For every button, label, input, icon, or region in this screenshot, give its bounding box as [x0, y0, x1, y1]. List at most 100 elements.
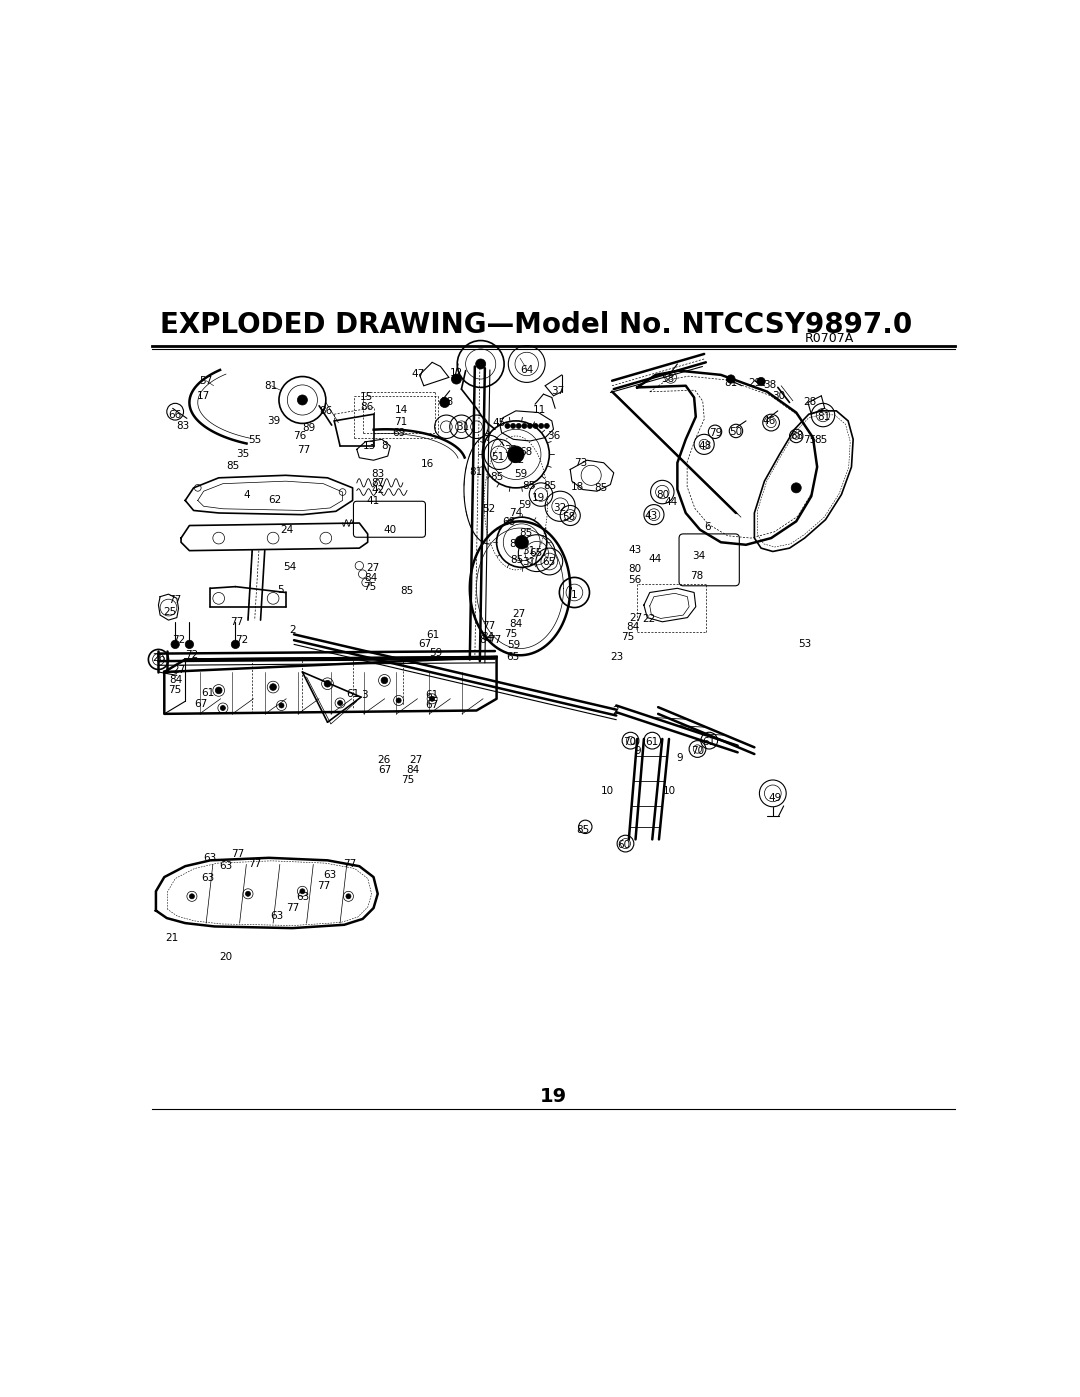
Text: 67: 67 [378, 766, 391, 775]
Text: 59: 59 [429, 648, 442, 658]
Text: 19: 19 [531, 493, 545, 503]
Text: 84: 84 [626, 622, 639, 631]
Text: 31: 31 [523, 546, 536, 556]
Text: 7: 7 [484, 433, 490, 443]
Text: 49: 49 [769, 792, 782, 802]
Text: 72: 72 [172, 636, 185, 645]
Text: 20: 20 [219, 951, 233, 961]
Text: 26: 26 [377, 754, 390, 766]
Text: 77: 77 [297, 446, 311, 455]
Text: 84: 84 [481, 631, 494, 641]
Text: 67: 67 [418, 640, 431, 650]
Text: 14: 14 [394, 405, 408, 415]
Circle shape [396, 698, 401, 703]
Text: 23: 23 [610, 652, 624, 662]
Text: 89: 89 [302, 423, 315, 433]
Circle shape [505, 423, 510, 429]
Text: 27: 27 [408, 754, 422, 766]
Text: 2: 2 [289, 624, 296, 636]
Text: 43: 43 [629, 545, 642, 555]
Text: 85: 85 [519, 528, 532, 538]
Text: 72: 72 [186, 650, 199, 661]
Text: 61: 61 [645, 738, 658, 747]
Text: 60: 60 [618, 840, 631, 851]
Text: 27: 27 [366, 563, 379, 573]
Text: 9: 9 [635, 746, 642, 756]
Text: 85: 85 [227, 461, 240, 471]
Circle shape [515, 535, 528, 549]
Text: 70: 70 [691, 746, 704, 756]
Text: 68: 68 [502, 517, 516, 527]
Text: 18: 18 [571, 482, 584, 492]
Text: 82: 82 [509, 539, 523, 549]
Text: 85: 85 [595, 483, 608, 493]
Text: 31: 31 [457, 422, 470, 432]
Text: 63: 63 [201, 873, 215, 883]
Text: 40: 40 [383, 525, 396, 535]
Text: 70: 70 [623, 738, 636, 747]
Text: 15: 15 [361, 391, 374, 401]
Text: 85: 85 [510, 555, 524, 564]
Text: 77: 77 [231, 849, 244, 859]
Text: 24: 24 [281, 525, 294, 535]
Text: 50: 50 [729, 427, 743, 437]
Text: 39: 39 [268, 416, 281, 426]
Circle shape [245, 891, 251, 897]
Text: 65: 65 [505, 652, 519, 662]
Text: 63: 63 [323, 869, 337, 880]
Text: 85: 85 [522, 481, 535, 492]
Text: 80: 80 [657, 489, 670, 500]
Text: 38: 38 [440, 397, 453, 407]
Text: 30: 30 [772, 391, 785, 401]
Circle shape [792, 483, 801, 493]
Circle shape [475, 359, 486, 369]
Text: 77: 77 [286, 902, 299, 914]
Circle shape [534, 423, 538, 429]
Text: 84: 84 [509, 619, 523, 629]
Circle shape [451, 374, 461, 384]
Text: 76: 76 [294, 430, 307, 441]
Text: 61: 61 [703, 738, 716, 747]
Text: 61: 61 [201, 687, 215, 698]
Text: 66: 66 [168, 411, 181, 420]
Circle shape [381, 678, 388, 683]
Text: 46: 46 [762, 416, 777, 426]
Circle shape [544, 423, 550, 429]
Text: 38: 38 [762, 380, 777, 390]
Circle shape [220, 705, 226, 711]
Text: 27: 27 [629, 613, 643, 623]
Text: 12: 12 [449, 369, 463, 379]
Text: 77: 77 [230, 617, 244, 627]
Text: 83: 83 [372, 468, 384, 479]
Text: 65: 65 [529, 548, 542, 559]
Text: 77: 77 [488, 636, 501, 645]
Text: 36: 36 [546, 430, 561, 441]
Text: 16: 16 [420, 458, 434, 468]
Text: 34: 34 [691, 552, 705, 562]
Text: 56: 56 [629, 576, 642, 585]
Text: 79: 79 [710, 429, 723, 439]
Text: 33: 33 [504, 446, 517, 455]
Text: 4: 4 [243, 489, 249, 500]
Text: 65: 65 [542, 557, 555, 567]
Text: 47: 47 [411, 369, 424, 379]
Text: 85: 85 [401, 585, 414, 595]
Text: 19: 19 [540, 1087, 567, 1105]
Text: 85: 85 [490, 472, 503, 482]
Text: 37: 37 [551, 386, 565, 395]
Text: 61: 61 [346, 689, 360, 698]
Text: 10: 10 [663, 787, 676, 796]
Text: 27: 27 [513, 609, 526, 619]
Text: 88: 88 [791, 430, 804, 441]
Text: 75: 75 [804, 434, 816, 446]
Circle shape [300, 888, 305, 894]
Text: 9: 9 [676, 753, 684, 763]
Text: 87: 87 [372, 478, 384, 488]
Circle shape [727, 374, 735, 383]
Circle shape [279, 703, 284, 708]
Text: 63: 63 [219, 861, 232, 872]
Circle shape [539, 423, 543, 429]
Text: 26: 26 [152, 652, 166, 662]
Text: 85: 85 [814, 434, 828, 446]
Text: 59: 59 [518, 500, 531, 510]
